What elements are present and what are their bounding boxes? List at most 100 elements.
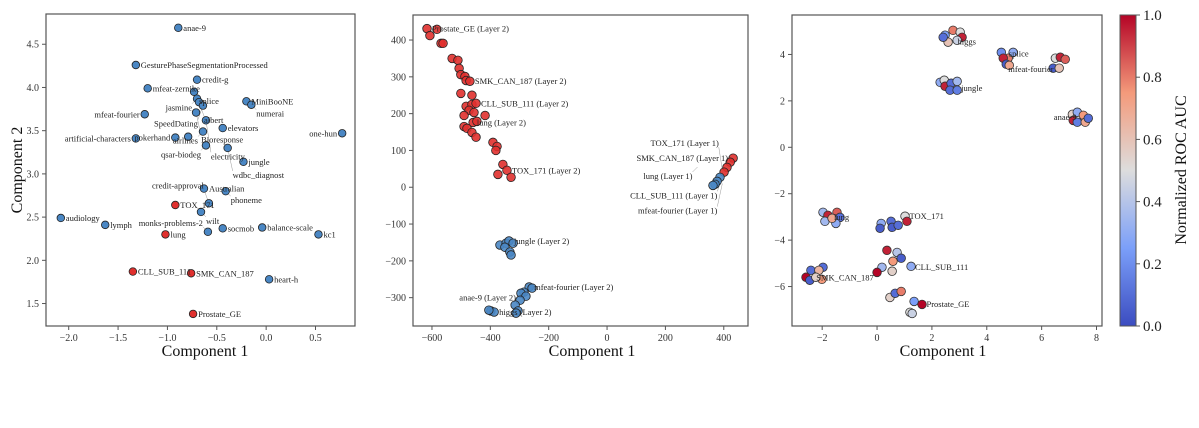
y-tick-label: −4: [774, 236, 785, 247]
data-point: [174, 23, 183, 33]
colorbar-tick-label: 1.0: [1143, 8, 1162, 24]
data-point: [952, 35, 962, 45]
data-point: [201, 141, 211, 150]
point-label: higgs: [958, 37, 976, 47]
data-point: [906, 261, 916, 272]
x-tick-label: −200: [538, 333, 559, 344]
point-label: jungle (Layer 2): [513, 236, 569, 246]
y-tick-label: 4: [780, 50, 785, 61]
x-tick-label: 0.0: [260, 333, 273, 344]
label-leader-line: [692, 166, 698, 173]
data-point: [902, 216, 912, 227]
data-point: [909, 296, 919, 307]
data-point: [938, 32, 948, 42]
scatter-plot-1: −2.0 −1.5 −1.0 −0.5 0.0 0.5 1.5 2.0 2.5 3.0 3.5 4.0…: [27, 13, 356, 344]
data-point: [314, 230, 323, 239]
point-label: TOX_171: [910, 211, 944, 221]
y-tick-label: 3.0: [27, 169, 40, 180]
data-point: [171, 200, 180, 210]
point-label: lung (Layer 2): [477, 118, 526, 128]
data-point-cancer: [480, 110, 490, 121]
y-tick-label: 2.0: [27, 256, 40, 267]
data-point: [223, 143, 232, 153]
x-tick-label: 4: [984, 333, 989, 344]
data-point-cancer: [471, 98, 481, 109]
y-tick-label: 2.5: [27, 213, 40, 224]
data-point: [204, 199, 214, 208]
data-point: [264, 275, 274, 284]
point-label: credit-approval: [152, 180, 205, 190]
point-label: splice: [199, 96, 219, 106]
colorbar-tick-label: 0.2: [1143, 257, 1162, 273]
data-point: [875, 223, 885, 233]
y-tick-label: 100: [391, 146, 406, 157]
data-point: [1083, 113, 1093, 123]
x-tick-label: 0: [605, 333, 610, 344]
data-point-cancer: [459, 110, 469, 121]
x-tick-label: 8: [1094, 333, 1099, 344]
point-label: lung (Layer 1): [643, 171, 692, 181]
data-point-benchmark: [508, 238, 518, 248]
xlabel-plot-3: Component 1: [900, 343, 987, 360]
point-label: SMK_CAN_187 (Layer 1): [637, 153, 729, 163]
label-leader-line: [205, 120, 212, 153]
point-label: mfeat-fourier: [94, 109, 139, 119]
data-point: [131, 134, 141, 143]
point-label: monks-problems-2: [139, 218, 203, 228]
data-point: [337, 129, 347, 138]
point-labels: higgs splice mfeat-fourier jungle anae-9 lung…: [816, 37, 1076, 309]
x-tick-label: −600: [422, 333, 443, 344]
point-label: Australian: [209, 184, 245, 194]
data-point: [893, 220, 903, 230]
data-point: [258, 223, 267, 232]
data-point: [101, 220, 110, 230]
data-point: [888, 256, 898, 266]
point-label: anae-9: [1054, 112, 1077, 122]
y-tick-label: 400: [391, 36, 406, 47]
data-point: [247, 100, 256, 109]
point-label: artificial-characters: [65, 134, 131, 144]
point-label: albert: [204, 115, 224, 125]
point-label: Prostate_GE (Layer 2): [432, 24, 509, 34]
data-point: [1004, 60, 1014, 71]
point-label: TOX_171 (Layer 2): [512, 165, 580, 175]
data-point: [811, 272, 821, 282]
data-point-cancer: [506, 172, 516, 183]
scatter-plot-3: −2 0 2 4 6 8 −6 −4 −2 0 2 4 higgs splice mfeat-fourier…: [774, 14, 1103, 344]
y-tick-label: 200: [391, 109, 406, 120]
x-tick-label: 0: [875, 333, 880, 344]
data-points: [801, 25, 1093, 319]
point-label: mfeat-zernike: [153, 83, 200, 93]
x-tick-label: −1.0: [158, 333, 176, 344]
point-label: SpeedDating: [154, 119, 199, 129]
y-tick-label: 4.0: [27, 83, 40, 94]
point-labels: anae-9 GesturePhaseSegmentationProcessed c…: [65, 23, 338, 319]
data-point-cancer: [425, 30, 435, 41]
y-tick-label: −2: [774, 189, 785, 200]
data-point: [917, 299, 927, 310]
colorbar-tick-label: 0.8: [1143, 70, 1162, 86]
x-tick-label: −400: [480, 333, 501, 344]
point-label: Prostate_GE: [927, 299, 970, 309]
point-label: audiology: [66, 213, 101, 223]
label-leader-line: [717, 183, 723, 207]
y-tick-label: 3.5: [27, 126, 40, 137]
point-label: CLL_SUB_111 (Layer 1): [630, 190, 717, 200]
data-point: [188, 309, 198, 319]
point-label: kc1: [324, 229, 336, 239]
point-label: CLL_SUB_111: [138, 267, 191, 277]
data-point: [1054, 63, 1064, 73]
x-tick-label: 400: [716, 333, 731, 344]
data-point: [191, 108, 201, 117]
data-point: [192, 75, 202, 84]
data-point: [203, 227, 213, 236]
point-label: anae-9 (Layer 2): [459, 293, 516, 303]
data-point: [218, 224, 227, 233]
point-label: CLL_SUB_111 (Layer 2): [481, 98, 568, 108]
x-tick-label: −2.0: [60, 333, 78, 344]
data-point: [128, 267, 138, 276]
point-label: jungle: [247, 157, 269, 167]
point-label: wdbc_diagnost: [233, 170, 285, 180]
data-point: [1060, 54, 1070, 65]
data-point-cancer: [467, 90, 477, 100]
